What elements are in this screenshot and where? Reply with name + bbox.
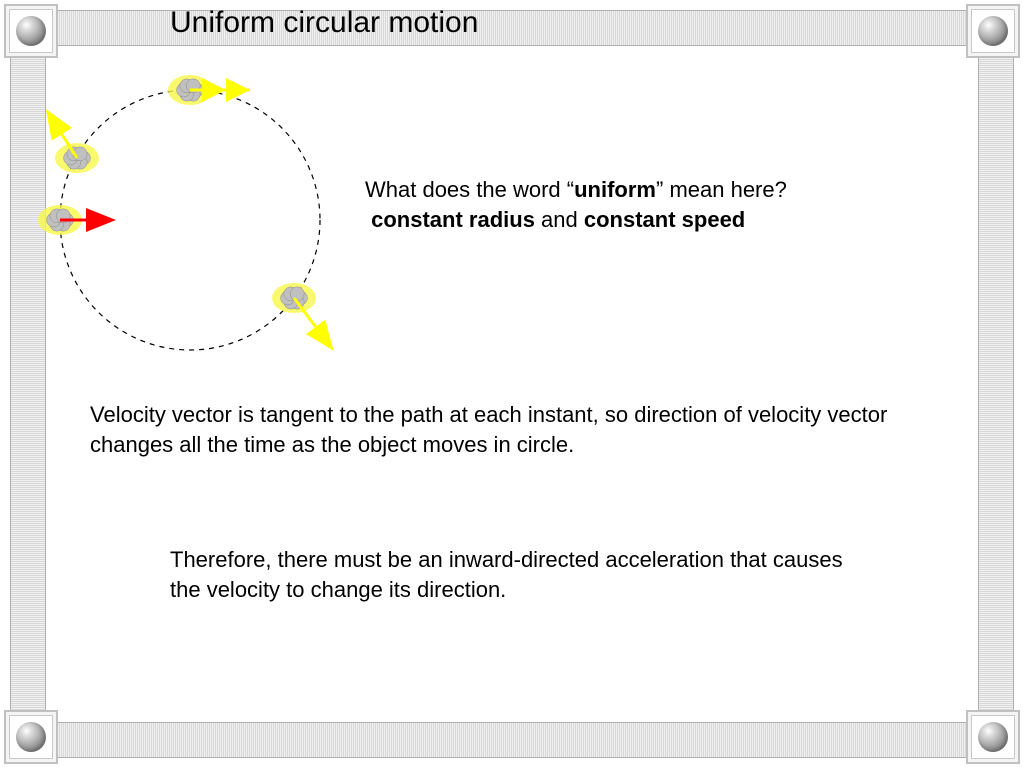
question-block: What does the word “uniform” mean here? … [365,175,925,234]
paragraph-acceleration: Therefore, there must be an inward-direc… [170,545,870,604]
circular-motion-diagram [30,60,360,380]
sphere-icon [16,16,46,46]
sphere-icon [978,16,1008,46]
slide-content: What does the word “uniform” mean here? … [60,60,964,708]
sphere-icon [978,722,1008,752]
frame-right [978,50,1014,718]
frame-bottom [50,722,974,758]
paragraph-velocity: Velocity vector is tangent to the path a… [90,400,910,459]
corner-bottom-right [966,710,1020,764]
corner-top-left [4,4,58,58]
question-text: What does the word “uniform” mean here? [365,177,787,202]
corner-top-right [966,4,1020,58]
answer-text: constant radius and constant speed [365,207,745,232]
slide-title: Uniform circular motion [170,6,478,40]
sphere-icon [16,722,46,752]
corner-bottom-left [4,710,58,764]
